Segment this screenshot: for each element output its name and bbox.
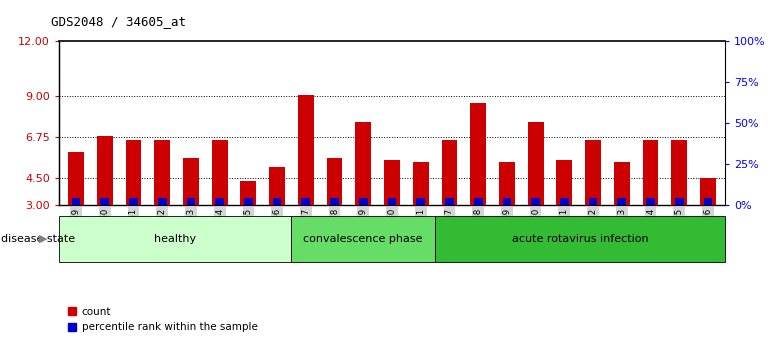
Bar: [244, 198, 252, 205]
Bar: [129, 198, 138, 205]
Bar: [589, 198, 597, 205]
Bar: [154, 140, 170, 205]
Bar: [71, 198, 81, 205]
Bar: [68, 152, 84, 205]
Bar: [387, 198, 397, 205]
Bar: [241, 181, 256, 205]
Bar: [158, 198, 166, 205]
Bar: [560, 198, 568, 205]
Text: disease state: disease state: [1, 234, 75, 244]
Text: acute rotavirus infection: acute rotavirus infection: [512, 234, 648, 244]
Bar: [298, 95, 314, 205]
Bar: [216, 198, 224, 205]
Text: GDS2048 / 34605_at: GDS2048 / 34605_at: [51, 14, 186, 28]
Bar: [269, 167, 285, 205]
Bar: [59, 216, 291, 262]
Bar: [445, 198, 454, 205]
Bar: [355, 121, 371, 205]
Bar: [359, 198, 368, 205]
Bar: [470, 103, 486, 205]
Bar: [528, 121, 543, 205]
Bar: [435, 216, 725, 262]
Text: healthy: healthy: [154, 234, 196, 244]
Bar: [97, 136, 113, 205]
Bar: [643, 140, 659, 205]
Text: ▶: ▶: [39, 234, 48, 244]
Bar: [532, 198, 540, 205]
Bar: [703, 198, 713, 205]
Text: convalescence phase: convalescence phase: [303, 234, 423, 244]
Bar: [441, 140, 457, 205]
Bar: [416, 198, 425, 205]
Bar: [125, 140, 141, 205]
Bar: [585, 140, 601, 205]
Bar: [614, 161, 630, 205]
Legend: count, percentile rank within the sample: count, percentile rank within the sample: [64, 303, 262, 336]
Bar: [675, 198, 684, 205]
Bar: [330, 198, 339, 205]
Bar: [499, 161, 515, 205]
Bar: [273, 198, 281, 205]
Bar: [187, 198, 195, 205]
Bar: [183, 158, 199, 205]
Bar: [618, 198, 626, 205]
Bar: [327, 158, 343, 205]
Bar: [413, 161, 429, 205]
Bar: [671, 140, 687, 205]
Bar: [291, 216, 435, 262]
Bar: [503, 198, 511, 205]
Bar: [212, 140, 227, 205]
Bar: [700, 178, 716, 205]
Bar: [100, 198, 109, 205]
Bar: [557, 160, 572, 205]
Bar: [474, 198, 482, 205]
Bar: [302, 198, 310, 205]
Bar: [384, 160, 400, 205]
Bar: [646, 198, 655, 205]
